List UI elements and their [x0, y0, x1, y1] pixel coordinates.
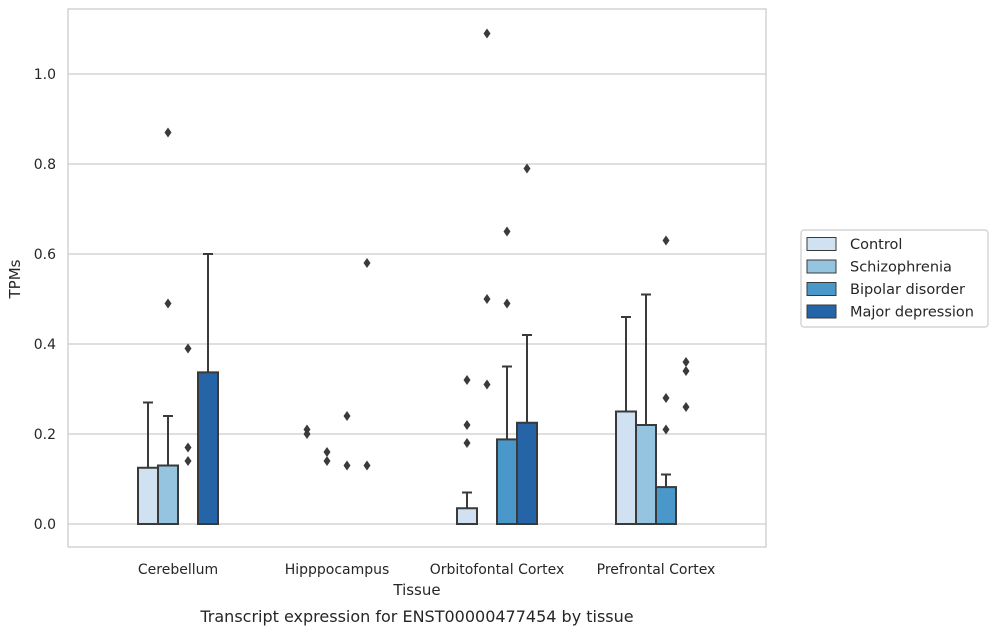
y-tick-label: 0.4: [34, 337, 56, 353]
plot-frame: [67, 8, 767, 548]
bars: [137, 371, 677, 526]
x-tick-label: Cerebellum: [138, 562, 218, 578]
y-tick-labels: 0.0 0.2 0.4 0.6 0.8 1.0: [34, 67, 56, 533]
legend-box: [800, 229, 989, 328]
outlier-point: [164, 127, 172, 138]
chart-caption: Transcript expression for ENST0000047745…: [199, 607, 633, 626]
legend-label: Control: [850, 237, 902, 253]
outlier-points: [164, 28, 690, 471]
legend-label: Schizophrenia: [850, 260, 952, 276]
outlier-point: [682, 402, 690, 412]
outlier-point: [483, 294, 491, 304]
x-tick-labels: Cerebellum Hipppocampus Orbitofontal Corte…: [138, 562, 715, 578]
outlier-point: [682, 357, 690, 367]
outlier-point: [184, 343, 192, 354]
y-tick-label: 0.0: [34, 517, 56, 533]
legend-label: Major depression: [850, 305, 974, 321]
bar: [655, 486, 677, 526]
legend-swatch: [806, 237, 837, 251]
outlier-point: [523, 163, 531, 174]
legend: Control Schizophrenia Bipolar disorder Majo…: [800, 229, 989, 328]
bar: [157, 464, 179, 525]
x-tick-label: Prefrontal Cortex: [597, 562, 716, 578]
outlier-point: [483, 28, 491, 39]
y-tick-label: 0.8: [34, 157, 56, 173]
outlier-point: [662, 424, 670, 435]
bar: [615, 410, 637, 525]
outlier-point: [184, 456, 192, 466]
outlier-point: [463, 375, 471, 385]
outlier-point: [503, 298, 511, 309]
outlier-point: [463, 420, 471, 430]
outlier-point: [323, 456, 331, 466]
x-tick-label: Orbitofontal Cortex: [430, 562, 565, 578]
outlier-point: [682, 366, 690, 376]
bar: [635, 424, 657, 525]
outlier-point: [303, 429, 311, 439]
y-tick-label: 0.2: [34, 427, 56, 443]
y-tick-label: 1.0: [34, 67, 56, 83]
outlier-point: [463, 438, 471, 448]
outlier-point: [662, 235, 670, 246]
outlier-point: [164, 298, 172, 309]
outlier-point: [483, 379, 491, 390]
error-bars: [143, 253, 671, 509]
outlier-point: [662, 393, 670, 403]
bar: [137, 466, 159, 525]
bar: [197, 371, 219, 525]
outlier-point: [343, 460, 351, 471]
bar: [456, 507, 478, 525]
outlier-point: [323, 447, 331, 457]
legend-swatch: [806, 282, 837, 296]
y-gridlines: [68, 73, 766, 525]
y-tick-label: 0.6: [34, 247, 56, 263]
outlier-point: [363, 258, 371, 268]
outlier-point: [343, 411, 351, 421]
y-axis-label: TPMs: [6, 259, 24, 299]
legend-swatch: [806, 259, 837, 274]
legend-swatch: [806, 304, 837, 319]
legend-label: Bipolar disorder: [850, 282, 965, 298]
bar: [496, 438, 518, 525]
outlier-point: [503, 226, 511, 237]
plot-border: [67, 8, 767, 548]
outlier-point: [363, 460, 371, 471]
x-tick-label: Hipppocampus: [285, 562, 390, 578]
outlier-point: [184, 442, 192, 453]
bar: [516, 421, 538, 525]
x-axis-label: Tissue: [392, 581, 440, 599]
